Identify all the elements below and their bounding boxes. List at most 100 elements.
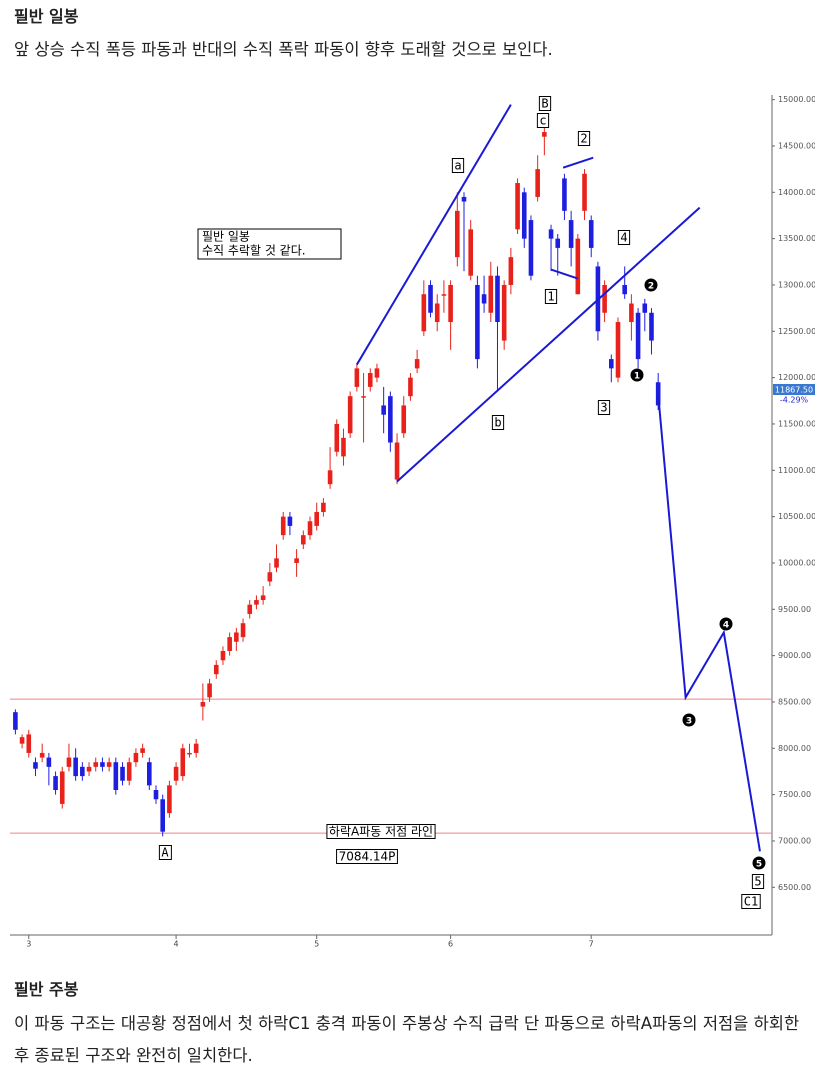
candle-body	[173, 766, 179, 781]
candle-body	[301, 535, 306, 545]
y-tick-label: 9500.00	[778, 605, 811, 614]
y-tick-label: 7000.00	[778, 836, 811, 845]
candle-body	[635, 312, 641, 360]
section-text: 이 파동 구조는 대공황 정점에서 첫 하락C1 충격 파동이 주봉상 수직 급…	[14, 1014, 800, 1065]
candle-body	[193, 743, 199, 753]
title: 필반 일봉	[14, 7, 79, 26]
wave-label-box	[538, 96, 552, 111]
candle-body	[19, 737, 25, 744]
wave-label: 2	[580, 132, 587, 146]
candle-body	[354, 368, 360, 387]
note-text: 수직 추락할 것 같다.	[202, 244, 306, 258]
chart-frame	[10, 92, 815, 950]
candle-body	[26, 734, 32, 753]
candle-body	[401, 405, 407, 434]
count-marker	[630, 368, 644, 382]
x-tick-label: 3	[26, 940, 31, 949]
y-tick-label: 13500.00	[778, 234, 815, 243]
candle-body	[200, 701, 206, 707]
candle-body	[347, 396, 353, 434]
wave-label-box	[158, 845, 172, 860]
y-tick-label: 15000.00	[778, 95, 815, 104]
note-box	[197, 228, 342, 260]
wave-label: b	[494, 416, 501, 430]
wave-line	[657, 394, 761, 852]
candle-body	[153, 790, 159, 800]
candle-body	[66, 757, 72, 767]
candle-body	[274, 558, 279, 568]
candle-body	[609, 359, 614, 369]
candle-body	[86, 766, 92, 772]
candle-body	[80, 766, 85, 777]
candle-body	[227, 637, 232, 651]
candle-body	[388, 396, 393, 443]
wave-label-box	[536, 113, 550, 128]
wave-label: B	[541, 97, 548, 111]
count-label: 2	[648, 282, 654, 292]
candle-body	[33, 762, 38, 769]
candle-body	[501, 284, 507, 341]
candle-body	[334, 423, 340, 452]
candle-body	[187, 752, 192, 755]
candle-body	[160, 799, 165, 832]
candle-body	[542, 132, 547, 137]
candle-body	[615, 322, 621, 378]
candle-body	[488, 275, 494, 313]
wave-label: 3	[600, 401, 607, 415]
candle-body	[374, 368, 380, 378]
candle-body	[341, 437, 346, 457]
candle-body	[381, 405, 386, 415]
candle-body	[254, 600, 259, 605]
wave-label-box	[741, 894, 761, 909]
count-marker	[644, 278, 658, 292]
candle-body	[588, 220, 594, 248]
note-text: 필반 일봉	[202, 230, 250, 244]
y-tick-label: 9000.00	[778, 651, 811, 660]
candle-body	[120, 766, 125, 781]
candle-body	[180, 748, 186, 777]
wave-label: 4	[620, 231, 627, 245]
candle-body	[655, 382, 661, 406]
price-box	[773, 384, 815, 395]
candle-body	[562, 178, 567, 211]
wave-label: c	[539, 114, 546, 128]
candle-body	[59, 771, 65, 804]
low-label: 7084.14P	[339, 850, 396, 864]
candle-body	[106, 762, 112, 767]
wave-label-box	[617, 230, 631, 245]
y-tick-label: 11000.00	[778, 466, 815, 475]
candle-body	[113, 762, 119, 790]
wave-line	[550, 268, 579, 280]
line-label-box	[326, 824, 436, 839]
candle-body	[582, 173, 587, 211]
count-label: 5	[756, 860, 762, 870]
candle-body	[234, 632, 239, 642]
wave-label: a	[454, 159, 461, 173]
candle-body	[575, 238, 581, 295]
candle-body	[508, 257, 514, 285]
candle-body	[39, 752, 45, 758]
candle-body	[93, 762, 99, 767]
candle-body	[649, 312, 654, 341]
y-tick-label: 10500.00	[778, 512, 815, 521]
wave-label-box	[597, 400, 611, 415]
y-tick-label: 11500.00	[778, 419, 815, 428]
candle-body	[260, 595, 266, 601]
candle-body	[408, 377, 413, 397]
wave-label: 5	[754, 875, 761, 889]
wave-label-box	[544, 289, 558, 304]
wave-label: C1	[744, 895, 758, 909]
candle-body	[147, 762, 152, 786]
line-label: 하락A파동 저점 라인	[329, 825, 433, 839]
wave-label: A	[161, 846, 169, 860]
wave-line	[562, 156, 594, 169]
candle-body	[133, 752, 139, 763]
price-label: 11867.50	[775, 386, 813, 395]
candle-body	[622, 284, 627, 295]
candle-body	[602, 284, 607, 313]
candle-body	[461, 196, 467, 202]
candle-body	[126, 762, 132, 781]
candle-body	[455, 210, 460, 258]
candle-body	[167, 785, 172, 814]
candle-body	[468, 229, 473, 276]
